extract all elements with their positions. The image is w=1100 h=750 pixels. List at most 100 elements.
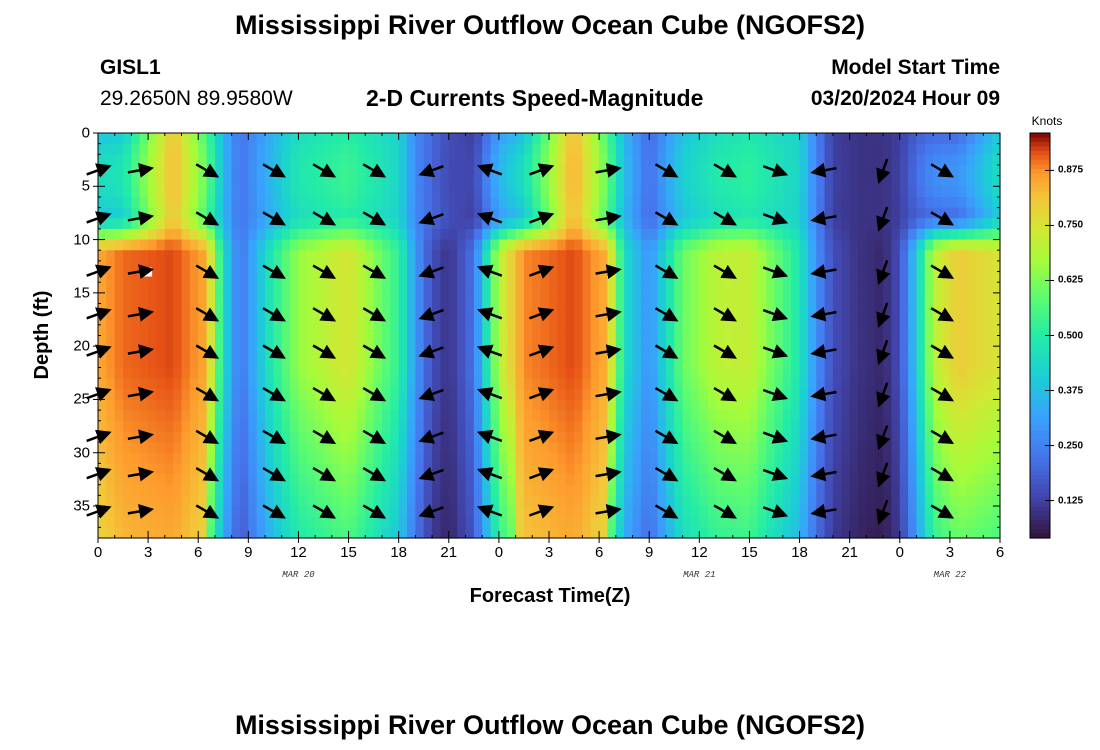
heatmap-cell [290, 218, 300, 230]
heatmap-cell [265, 175, 274, 187]
heatmap-cell [674, 314, 684, 326]
heatmap-cell [390, 367, 400, 379]
heatmap-cell [682, 292, 692, 305]
heatmap-cell [782, 324, 792, 337]
heatmap-cell [323, 239, 333, 251]
heatmap-cell [824, 282, 834, 294]
heatmap-cell [515, 399, 525, 411]
heatmap-cell [440, 420, 450, 433]
heatmap-cell [173, 292, 183, 305]
heatmap-cell [891, 431, 901, 443]
heatmap-cell [933, 495, 943, 507]
heatmap-cell [540, 196, 550, 209]
heatmap-cell [874, 154, 884, 166]
heatmap-cell [766, 282, 776, 294]
current-vector-arrow [362, 264, 387, 279]
heatmap-cell [398, 506, 408, 518]
heatmap-cell [448, 282, 458, 294]
heatmap-cell [674, 218, 684, 230]
colorbar-segment [1030, 299, 1050, 305]
heatmap-cell [532, 207, 542, 219]
heatmap-cell [498, 378, 508, 390]
heatmap-cell [448, 399, 458, 411]
heatmap-cell [883, 175, 893, 187]
heatmap-cell [949, 207, 959, 219]
heatmap-cell [139, 335, 149, 347]
heatmap-cell [665, 196, 675, 209]
heatmap-cell [949, 335, 959, 347]
heatmap-cell [824, 260, 834, 273]
heatmap-cell [565, 228, 575, 241]
heatmap-cell [966, 314, 976, 326]
heatmap-cell [448, 367, 458, 379]
heatmap-cell [407, 314, 416, 326]
heatmap-cell [515, 175, 525, 187]
heatmap-cell [716, 218, 725, 230]
heatmap-cell [148, 164, 158, 177]
heatmap-cell [381, 442, 391, 454]
heatmap-cell [916, 431, 926, 443]
heatmap-cell [114, 410, 124, 422]
heatmap-cell [189, 484, 199, 496]
colorbar-segment [1030, 146, 1050, 152]
heatmap-cell [624, 356, 634, 369]
heatmap-cell [231, 303, 241, 315]
heatmap-cell [465, 143, 475, 155]
heatmap-cell [415, 207, 425, 219]
heatmap-cell [590, 303, 600, 315]
colorbar-segment [1030, 133, 1050, 139]
heatmap-cell [908, 314, 918, 326]
heatmap-cell [256, 314, 266, 326]
heatmap-cell [749, 484, 759, 496]
heatmap-cell [908, 228, 918, 241]
heatmap-cell [682, 133, 692, 145]
heatmap-cell [340, 303, 350, 315]
heatmap-cell [98, 196, 107, 209]
heatmap-cell [239, 399, 249, 411]
heatmap-cell [924, 282, 934, 294]
heatmap-cell [523, 314, 533, 326]
heatmap-cell [966, 463, 976, 475]
heatmap-cell [791, 410, 801, 422]
heatmap-cell [732, 378, 742, 390]
heatmap-cell [983, 516, 993, 528]
heatmap-cell [231, 378, 241, 390]
heatmap-cell [624, 516, 634, 528]
current-vector-arrow [195, 467, 220, 482]
heatmap-cell [331, 420, 341, 433]
heatmap-cell [306, 314, 316, 326]
x-tick-label: 9 [244, 544, 253, 561]
heatmap-cell [206, 239, 216, 251]
heatmap-cell [214, 335, 224, 347]
heatmap-cell [849, 239, 859, 251]
heatmap-cell [991, 410, 1001, 422]
heatmap-cell [114, 452, 124, 464]
heatmap-cell [949, 143, 959, 155]
heatmap-cell [791, 175, 801, 187]
heatmap-cell [448, 228, 458, 241]
heatmap-cell [824, 484, 834, 496]
heatmap-cell [281, 388, 291, 401]
heatmap-cell [381, 399, 391, 411]
heatmap-cell [824, 196, 834, 209]
heatmap-cell [106, 228, 116, 241]
heatmap-cell [699, 484, 709, 496]
heatmap-cell [966, 506, 976, 518]
heatmap-cell [958, 228, 968, 241]
heatmap-cell [198, 239, 208, 251]
heatmap-cell [223, 271, 233, 283]
heatmap-cell [991, 399, 1001, 411]
heatmap-cell [649, 282, 659, 294]
heatmap-cell [974, 218, 984, 230]
heatmap-cell [649, 527, 659, 539]
heatmap-cell [331, 388, 341, 401]
heatmap-cell [766, 143, 776, 155]
heatmap-cell [381, 346, 391, 358]
heatmap-cell [298, 239, 308, 251]
heatmap-cell [983, 324, 993, 337]
heatmap-cell [682, 474, 692, 486]
heatmap-cell [507, 292, 517, 305]
heatmap-cell [757, 335, 767, 347]
heatmap-cell [465, 303, 475, 315]
heatmap-cell [457, 484, 467, 496]
